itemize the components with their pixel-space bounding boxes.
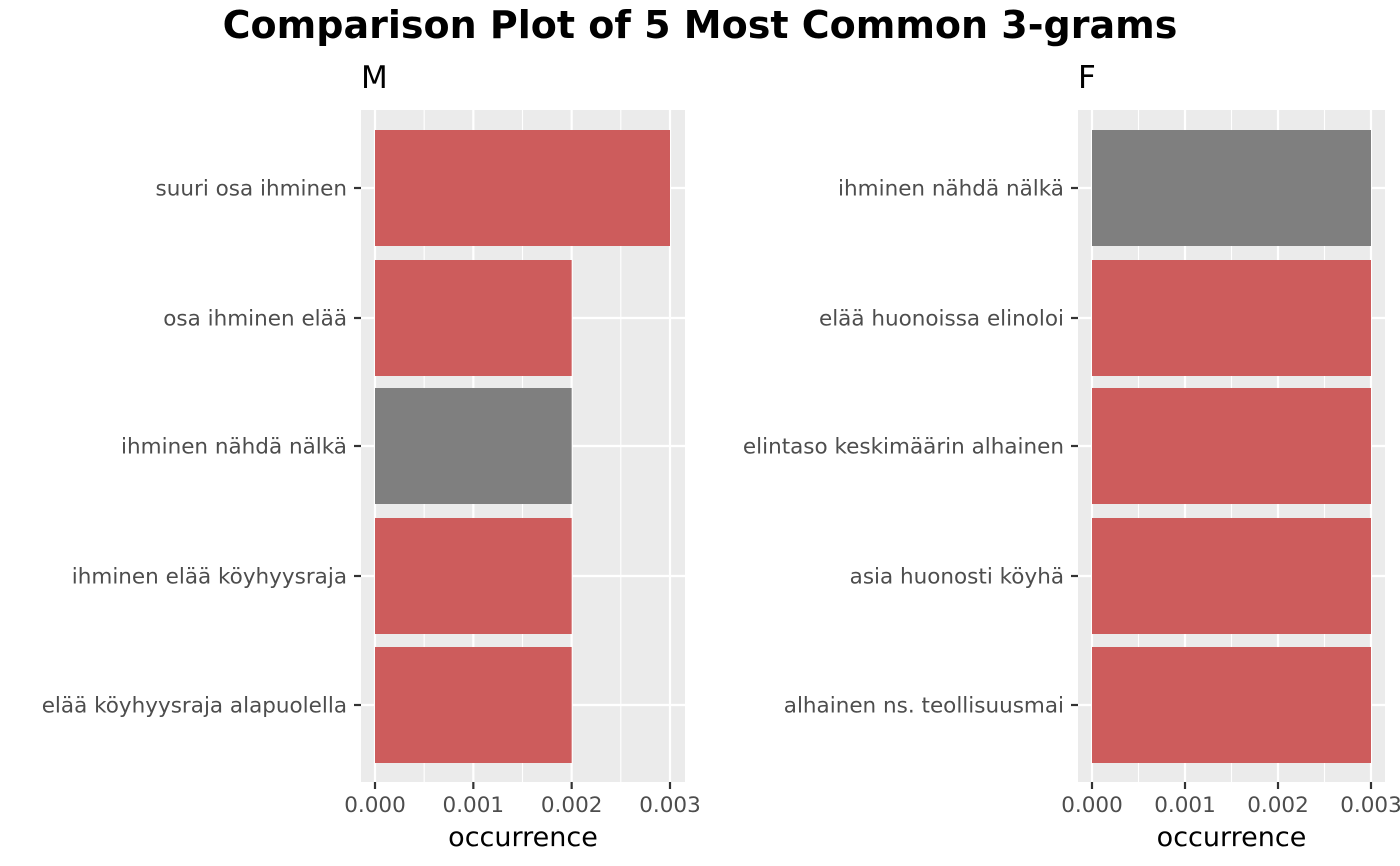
- category-label-f: alhainen ns. teollisuusmai: [784, 694, 1064, 719]
- chart-title: Comparison Plot of 5 Most Common 3-grams: [223, 3, 1178, 47]
- x-tick-label-m: 0.000: [344, 793, 406, 818]
- x-tick-label-m: 0.003: [639, 793, 701, 818]
- bar-f-3: [1092, 388, 1371, 504]
- category-label-m: elää köyhyysraja alapuolella: [42, 694, 347, 719]
- x-tick-label-m: 0.002: [541, 793, 603, 818]
- category-label-f: elintaso keskimäärin alhainen: [743, 435, 1064, 460]
- x-tick-label-f: 0.002: [1247, 793, 1309, 818]
- bar-f-1: [1092, 130, 1371, 246]
- bar-f-2: [1092, 260, 1371, 376]
- bar-m-2: [375, 260, 572, 376]
- bar-m-4: [375, 518, 572, 634]
- x-tick-label-f: 0.000: [1061, 793, 1123, 818]
- bar-m-3: [375, 388, 572, 504]
- bar-m-5: [375, 647, 572, 763]
- category-label-m: ihminen elää köyhyysraja: [72, 565, 347, 590]
- category-label-f: ihminen nähdä nälkä: [838, 177, 1064, 202]
- x-axis-title-m: occurrence: [448, 822, 598, 853]
- bar-m-1: [375, 130, 670, 246]
- facet-label-m: M: [361, 60, 388, 96]
- x-tick-label-m: 0.001: [443, 793, 505, 818]
- bar-f-4: [1092, 518, 1371, 634]
- category-label-f: asia huonosti köyhä: [850, 565, 1064, 590]
- category-label-m: suuri osa ihminen: [156, 177, 347, 202]
- x-tick-label-f: 0.003: [1340, 793, 1400, 818]
- facet-label-f: F: [1078, 60, 1096, 96]
- category-label-f: elää huonoissa elinoloi: [819, 307, 1064, 332]
- bar-f-5: [1092, 647, 1371, 763]
- category-label-m: ihminen nähdä nälkä: [121, 435, 347, 460]
- x-axis-title-f: occurrence: [1157, 822, 1307, 853]
- category-label-m: osa ihminen elää: [163, 307, 347, 332]
- x-tick-label-f: 0.001: [1154, 793, 1216, 818]
